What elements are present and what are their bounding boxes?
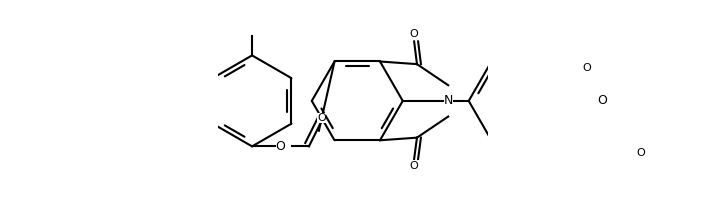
Text: O: O: [318, 113, 326, 123]
Text: O: O: [275, 140, 285, 153]
Text: O: O: [582, 63, 591, 73]
Text: O: O: [636, 148, 645, 159]
Text: O: O: [409, 29, 419, 39]
Text: N: N: [443, 94, 453, 107]
Text: O: O: [409, 161, 419, 171]
Text: O: O: [597, 94, 607, 107]
